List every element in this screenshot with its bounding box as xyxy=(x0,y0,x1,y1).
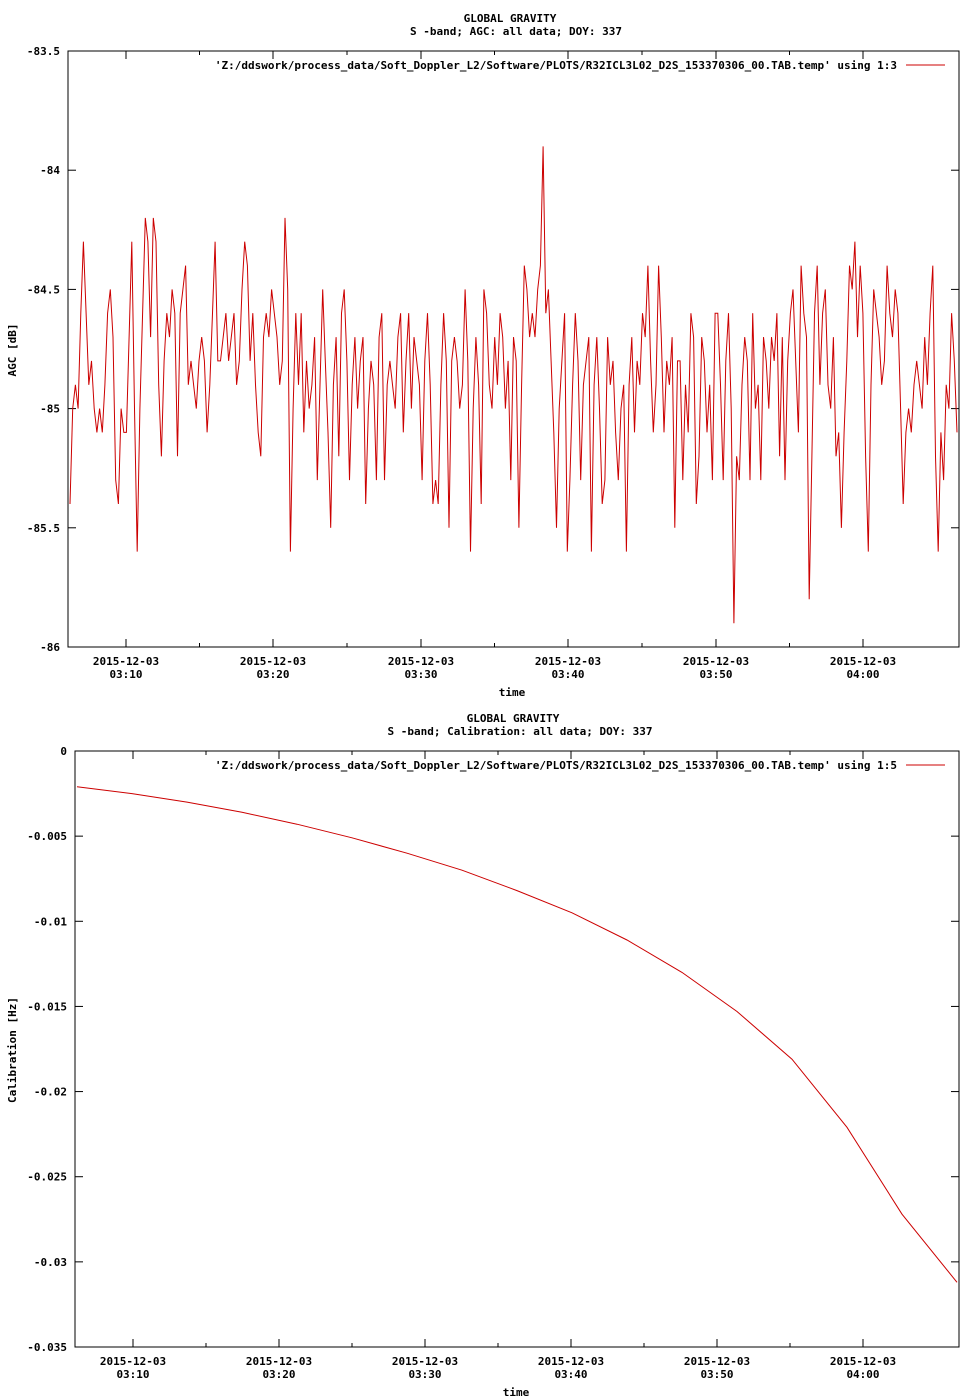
chart2-subtitle: S -band; Calibration: all data; DOY: 337 xyxy=(388,725,653,738)
chart2-ylabel: Calibration [Hz] xyxy=(6,997,19,1103)
chart2-xtick-time: 03:30 xyxy=(408,1368,441,1381)
chart2-xtick-time: 03:20 xyxy=(262,1368,295,1381)
chart1-xlabel: time xyxy=(499,686,526,699)
chart1-ytick-label: -85.5 xyxy=(27,522,60,535)
chart1-title: GLOBAL GRAVITY xyxy=(464,12,557,25)
chart2-xtick-time: 03:10 xyxy=(116,1368,149,1381)
chart1-plot-frame xyxy=(67,50,960,648)
chart2-xtick-date: 2015-12-03 xyxy=(100,1355,166,1368)
chart1-xtick-time: 04:00 xyxy=(846,668,879,681)
chart2-legend-label: 'Z:/ddswork/process_data/Soft_Doppler_L2… xyxy=(215,759,897,772)
chart1-xtick-date: 2015-12-03 xyxy=(535,655,601,668)
chart1-ytick-label: -85 xyxy=(40,403,60,416)
chart2-xlabel: time xyxy=(503,1386,530,1399)
chart2-plot-frame xyxy=(74,750,960,1348)
chart2-xtick-time: 03:40 xyxy=(554,1368,587,1381)
chart1-xtick-time: 03:50 xyxy=(699,668,732,681)
chart1-xtick-time: 03:10 xyxy=(109,668,142,681)
chart2-xtick-time: 04:00 xyxy=(846,1368,879,1381)
chart1-legend-label: 'Z:/ddswork/process_data/Soft_Doppler_L2… xyxy=(215,59,897,72)
chart1-ytick-label: -84 xyxy=(40,164,60,177)
chart1-series-line xyxy=(69,146,958,624)
chart2-title: GLOBAL GRAVITY xyxy=(467,712,560,725)
chart2-xtick-date: 2015-12-03 xyxy=(538,1355,604,1368)
chart2-ytick-label: -0.015 xyxy=(27,1000,67,1013)
chart1-xtick-time: 03:30 xyxy=(404,668,437,681)
chart1-ytick-label: -84.5 xyxy=(27,283,60,296)
chart2-xtick-date: 2015-12-03 xyxy=(830,1355,896,1368)
chart1-xtick-time: 03:40 xyxy=(551,668,584,681)
chart2-ytick-label: -0.02 xyxy=(34,1086,67,1099)
chart2-ytick-label: -0.03 xyxy=(34,1256,67,1269)
chart2-ytick-label: -0.035 xyxy=(27,1341,67,1354)
chart2-ytick-label: -0.005 xyxy=(27,830,67,843)
chart1-ylabel: AGC [dB] xyxy=(6,324,19,377)
chart1-xtick-date: 2015-12-03 xyxy=(388,655,454,668)
chart2-xtick-date: 2015-12-03 xyxy=(392,1355,458,1368)
chart1-xtick-date: 2015-12-03 xyxy=(683,655,749,668)
chart2-ytick-label: -0.025 xyxy=(27,1171,67,1184)
chart1-xtick-date: 2015-12-03 xyxy=(93,655,159,668)
chart2-xtick-time: 03:50 xyxy=(700,1368,733,1381)
chart1-subtitle: S -band; AGC: all data; DOY: 337 xyxy=(410,25,622,38)
chart1-ytick-label: -83.5 xyxy=(27,45,60,58)
chart2-series-line xyxy=(76,786,958,1283)
chart1-ytick-label: -86 xyxy=(40,641,60,654)
chart1-xtick-time: 03:20 xyxy=(256,668,289,681)
chart2-xtick-date: 2015-12-03 xyxy=(246,1355,312,1368)
chart1-xtick-date: 2015-12-03 xyxy=(830,655,896,668)
chart2-xtick-date: 2015-12-03 xyxy=(684,1355,750,1368)
chart1-xtick-date: 2015-12-03 xyxy=(240,655,306,668)
chart2-ytick-label: -0.01 xyxy=(34,915,67,928)
chart2-ytick-label: 0 xyxy=(60,745,67,758)
